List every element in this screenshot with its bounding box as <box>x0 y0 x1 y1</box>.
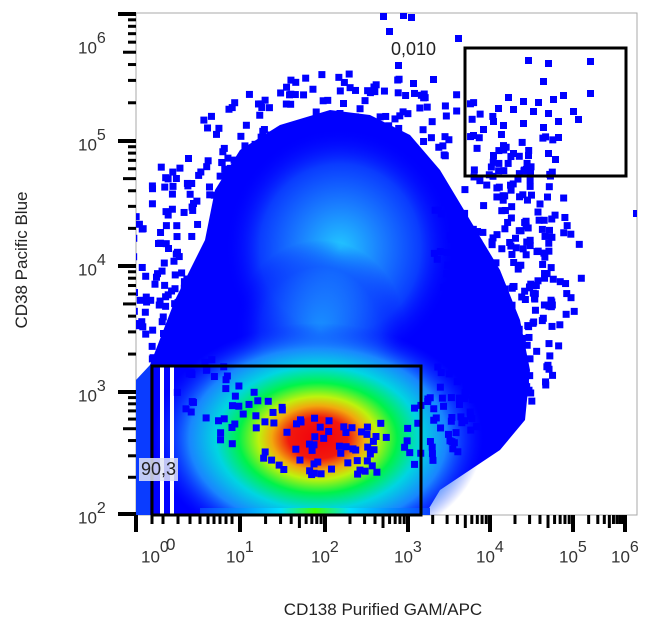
upper-right-gate-label: 0,010 <box>389 38 439 61</box>
x-tick-label: 0 <box>166 535 176 554</box>
x-tick-label: 104 <box>476 539 504 567</box>
lower-left-gate-label: 90,3 <box>139 458 179 481</box>
x-tick-label: 101 <box>226 539 254 567</box>
lower-left-gate[interactable] <box>150 364 423 517</box>
x-tick-label: 102 <box>311 539 339 567</box>
y-axis-ticks <box>118 12 136 516</box>
x-tick-label: 103 <box>394 539 422 567</box>
x-tick-label: 100 <box>141 539 169 567</box>
y-tick-label: 106 <box>78 30 106 58</box>
y-tick-label: 105 <box>78 127 106 155</box>
x-axis-ticks <box>134 515 627 532</box>
x-tick-label: 106 <box>611 539 639 567</box>
density-layer <box>136 13 637 515</box>
upper-right-gate[interactable] <box>463 46 628 178</box>
y-tick-label: 104 <box>78 252 106 280</box>
x-tick-label: 105 <box>559 539 587 567</box>
y-axis-title: CD38 Pacific Blue <box>12 191 31 329</box>
y-tick-label: 102 <box>78 500 106 528</box>
y-tick-label: 103 <box>78 378 106 406</box>
x-axis-title: CD138 Purified GAM/APC <box>283 600 483 619</box>
